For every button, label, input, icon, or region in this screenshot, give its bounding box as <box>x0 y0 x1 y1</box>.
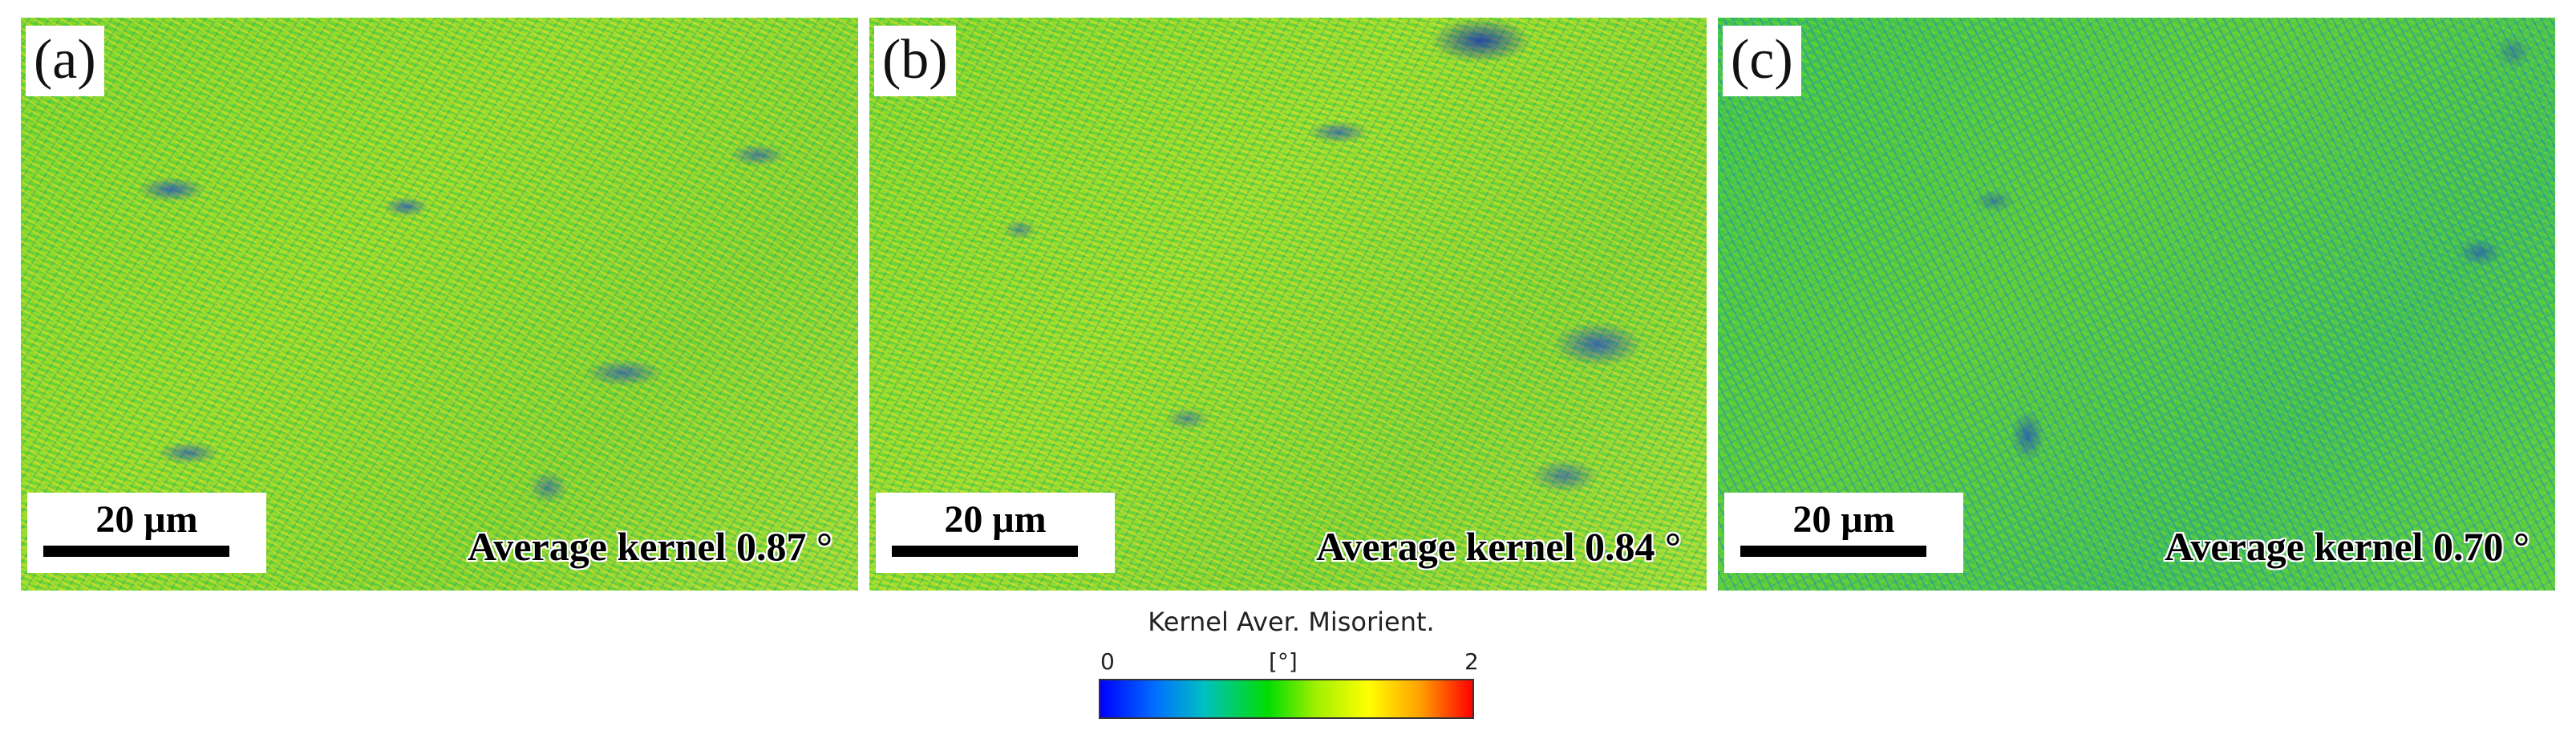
scale-bar-line-a <box>43 546 229 557</box>
scale-bar-c: 20 μm <box>1724 493 1963 573</box>
average-kernel-c: Average kernel 0.70 ° <box>2164 524 2529 569</box>
average-kernel-a: Average kernel 0.87 ° <box>467 524 832 569</box>
kam-map-panel-b: (b) 20 μm Average kernel 0.84 ° <box>869 18 1707 591</box>
panel-label-c: (c) <box>1723 26 1801 96</box>
scale-bar-label-b: 20 μm <box>944 498 1047 541</box>
scale-bar-label-c: 20 μm <box>1792 498 1895 541</box>
panel-label-a: (a) <box>26 26 104 96</box>
scale-bar-label-a: 20 μm <box>95 498 198 541</box>
scale-bar-line-c <box>1740 546 1926 557</box>
panel-label-b: (b) <box>874 26 956 96</box>
scale-bar-b: 20 μm <box>876 493 1115 573</box>
legend-title: Kernel Aver. Misorient. <box>1148 607 1435 637</box>
average-kernel-b: Average kernel 0.84 ° <box>1315 524 1681 569</box>
legend-max-label: 2 <box>1464 648 1479 675</box>
color-legend-bar <box>1099 679 1474 719</box>
kam-map-panel-c: (c) 20 μm Average kernel 0.70 ° <box>1718 18 2555 591</box>
scale-bar-line-b <box>892 546 1078 557</box>
legend-unit-label: [°] <box>1269 648 1298 675</box>
legend-min-label: 0 <box>1100 648 1115 675</box>
scale-bar-a: 20 μm <box>27 493 266 573</box>
kam-map-panel-a: (a) 20 μm Average kernel 0.87 ° <box>21 18 858 591</box>
